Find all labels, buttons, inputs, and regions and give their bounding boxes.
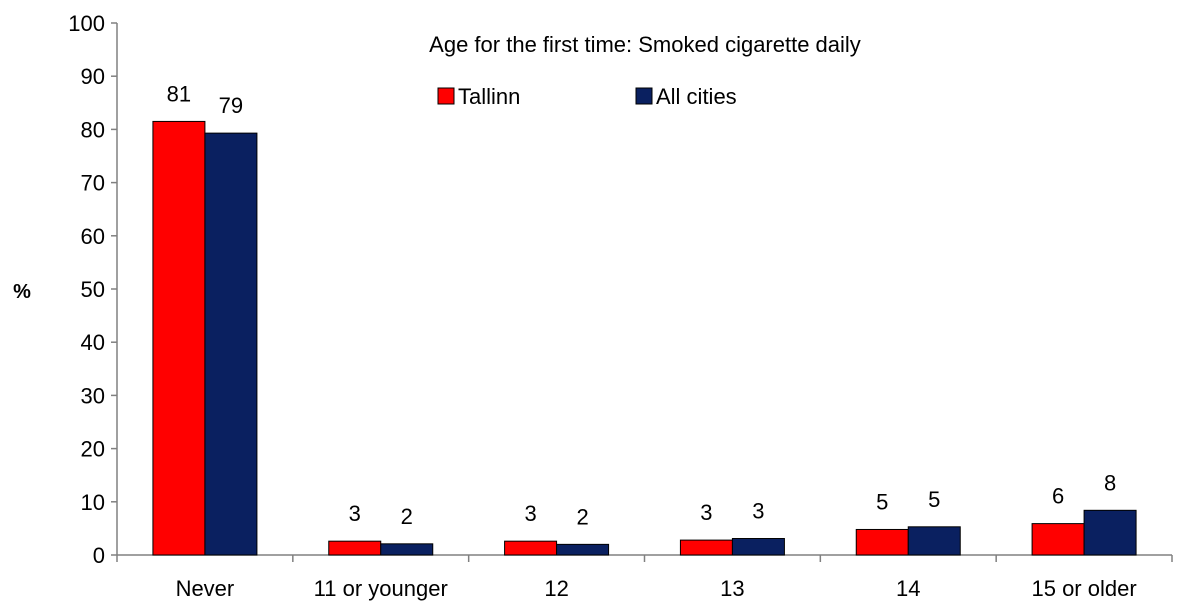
data-label: 6 — [1052, 484, 1064, 509]
legend-label: Tallinn — [458, 84, 520, 109]
y-tick-label: 80 — [81, 117, 105, 142]
data-label: 3 — [752, 499, 764, 524]
bar-all-cities — [907, 526, 961, 556]
data-label: 79 — [219, 93, 243, 118]
data-label: 5 — [928, 487, 940, 512]
data-label: 3 — [700, 500, 712, 525]
y-tick-label: 90 — [81, 64, 105, 89]
y-tick-label: 70 — [81, 171, 105, 196]
bar-all-cities — [380, 543, 434, 556]
data-label: 81 — [167, 81, 191, 106]
bar-all-cities — [1083, 509, 1137, 556]
x-category-label: 12 — [544, 576, 568, 601]
data-label: 8 — [1104, 470, 1116, 495]
bar-tallinn — [679, 539, 733, 556]
y-tick-label: 100 — [68, 11, 105, 36]
legend-label: All cities — [656, 84, 737, 109]
bar-tallinn — [152, 120, 206, 556]
bar-tallinn — [504, 540, 558, 556]
bar-tallinn — [1031, 523, 1085, 556]
legend-swatch — [635, 87, 653, 105]
y-tick-label: 0 — [93, 543, 105, 568]
data-label: 2 — [576, 504, 588, 529]
data-label: 5 — [876, 489, 888, 514]
x-category-label: Never — [176, 576, 235, 601]
y-tick-label: 10 — [81, 490, 105, 515]
data-label: 3 — [524, 501, 536, 526]
x-category-label: 14 — [896, 576, 920, 601]
bar-all-cities — [204, 132, 258, 556]
x-category-label: 15 or older — [1031, 576, 1136, 601]
y-tick-label: 60 — [81, 224, 105, 249]
legend: Tallinn All cities — [437, 84, 737, 109]
bar-all-cities — [731, 538, 785, 556]
x-category-label: 13 — [720, 576, 744, 601]
chart-title: Age for the first time: Smoked cigarette… — [429, 32, 861, 57]
data-label: 2 — [401, 504, 413, 529]
y-tick-label: 50 — [81, 277, 105, 302]
y-tick-label: 40 — [81, 330, 105, 355]
y-tick-label: 20 — [81, 437, 105, 462]
x-category-label: 11 or younger — [314, 576, 448, 601]
y-tick-label: 30 — [81, 383, 105, 408]
legend-item: All cities — [635, 84, 737, 109]
plot-area: 0 10 20 30 40 50 60 70 80 90 100 81 79 Never 3 2 11 or y… — [68, 11, 1173, 601]
data-label: 3 — [349, 501, 361, 526]
bar-tallinn — [855, 528, 909, 556]
legend-item: Tallinn — [437, 84, 520, 109]
legend-swatch — [437, 87, 455, 105]
bar-all-cities — [556, 543, 610, 556]
bar-tallinn — [328, 540, 382, 556]
y-axis-title: % — [13, 281, 31, 303]
